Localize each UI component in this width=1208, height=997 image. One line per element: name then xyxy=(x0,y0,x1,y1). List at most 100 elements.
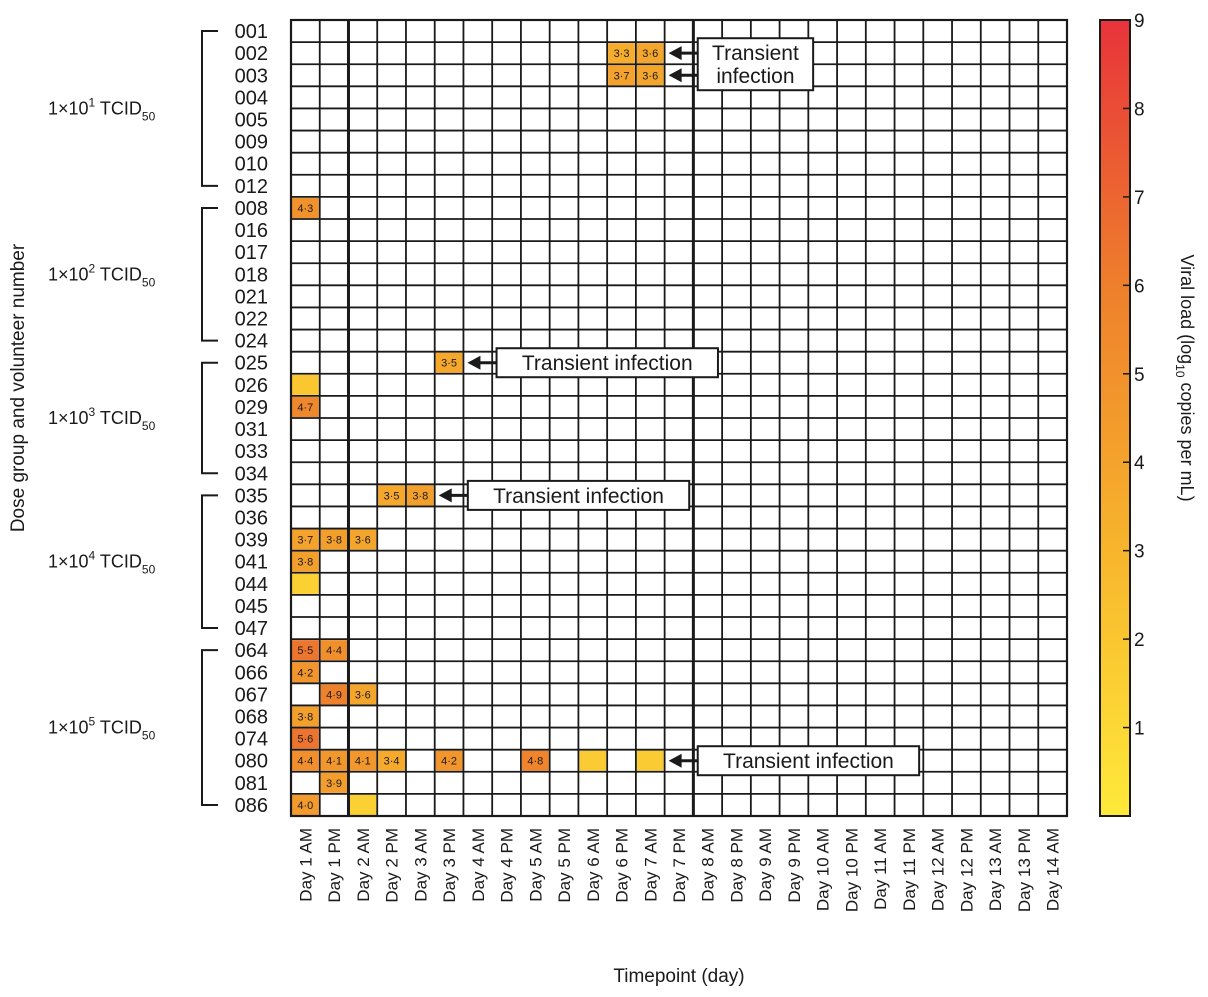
cell-value-label: 4·9 xyxy=(326,689,342,701)
timepoint-label: Day 13 PM xyxy=(1015,828,1034,912)
volunteer-label: 018 xyxy=(235,264,268,286)
annotation-text: Transient infection xyxy=(493,485,664,508)
cell-value-label: 3·7 xyxy=(614,70,630,82)
dose-group-label: 1×102 TCID50 xyxy=(48,261,156,289)
group-bracket xyxy=(201,494,218,630)
cell-value-label: 5·6 xyxy=(297,734,313,746)
colorbar-tick-label: 1 xyxy=(1134,719,1145,740)
annotation-text: Transient infection xyxy=(723,750,894,773)
volunteer-label: 002 xyxy=(235,43,268,65)
group-bracket xyxy=(201,30,218,187)
heat-cell xyxy=(292,529,319,550)
annotation-arrow-head xyxy=(668,753,682,768)
annotation-box xyxy=(696,745,921,777)
colorbar xyxy=(1099,19,1131,817)
cell-value-label: 3·5 xyxy=(384,490,400,502)
heat-cell xyxy=(320,640,348,661)
volunteer-label: 081 xyxy=(235,773,268,795)
timepoint-label: Day 9 PM xyxy=(785,828,804,903)
timepoint-label: Day 4 AM xyxy=(469,828,488,902)
dose-groups: 1×101 TCID50 1×102 TCID50 1×103 TCID50 1×10… xyxy=(48,30,218,806)
timepoint-label: Day 6 PM xyxy=(613,828,632,903)
colorbar-tick-label: 8 xyxy=(1134,99,1145,120)
volunteer-label: 036 xyxy=(235,508,268,530)
heat-cell xyxy=(636,43,664,64)
volunteer-label: 044 xyxy=(235,574,268,596)
volunteer-label: 016 xyxy=(235,220,268,242)
heat-cell xyxy=(349,794,377,815)
cell-value-label: 3·7 xyxy=(297,535,313,547)
timepoint-label: Day 4 PM xyxy=(498,828,517,903)
timepoint-label: Day 8 PM xyxy=(727,828,746,903)
cell-value-label: 4·1 xyxy=(355,756,371,768)
timepoint-label: Day 12 PM xyxy=(957,828,976,912)
volunteer-label: 021 xyxy=(235,286,268,308)
annotation-text: Transient infection xyxy=(522,352,693,375)
volunteer-label: 045 xyxy=(235,596,268,618)
cell-value-label: 3·9 xyxy=(326,778,342,790)
group-bracket xyxy=(201,361,218,475)
cell-value-label: 3·8 xyxy=(412,490,428,502)
heat-cell xyxy=(320,750,348,771)
heat-cell xyxy=(349,529,377,550)
cell-value-label: 4·4 xyxy=(326,645,342,657)
heat-cell xyxy=(292,573,319,594)
volunteer-label: 026 xyxy=(235,375,268,397)
volunteer-label: 086 xyxy=(235,795,268,817)
heat-cell xyxy=(636,750,664,771)
volunteer-label: 008 xyxy=(235,198,268,220)
heat-cell xyxy=(292,662,319,683)
volunteer-label: 034 xyxy=(235,463,268,485)
annotation-box xyxy=(696,37,815,92)
y-axis-title: Dose group and volunteer number xyxy=(8,243,29,532)
timepoint-label: Day 1 AM xyxy=(296,828,315,902)
cell-value-label: 3·8 xyxy=(297,712,313,724)
heat-cell xyxy=(579,750,607,771)
heat-cell xyxy=(435,352,463,373)
colorbar-ticks: 1 2 3 4 5 6 7 8 9 xyxy=(1123,11,1145,740)
annotation-arrow-head xyxy=(438,488,452,503)
heat-cell xyxy=(349,684,377,705)
volunteer-label: 064 xyxy=(235,640,268,662)
cell-value-label: 3·4 xyxy=(384,756,400,768)
heat-cell xyxy=(378,750,405,771)
volunteer-label: 039 xyxy=(235,530,268,552)
volunteer-label: 025 xyxy=(235,353,268,375)
cell-value-label: 4·1 xyxy=(326,756,342,768)
colorbar-tick-label: 3 xyxy=(1134,542,1145,563)
volunteer-label: 029 xyxy=(235,397,268,419)
timepoint-label: Day 5 PM xyxy=(555,828,574,903)
annotation-text: infection xyxy=(716,65,794,88)
timepoint-label: Day 3 AM xyxy=(411,828,430,902)
data-cells: 3·3 3·6 3·7 3·6 4·3 3·5 4·7 3·5 3·8 3·7 3·8 3·6 3·8 5… xyxy=(292,43,664,815)
cell-value-label: 3·8 xyxy=(297,557,313,569)
volunteer-label: 047 xyxy=(235,618,268,640)
volunteer-label: 003 xyxy=(235,65,268,87)
volunteer-label: 035 xyxy=(235,485,268,507)
heat-cell xyxy=(292,551,319,572)
column-labels: Day 1 AM Day 1 PM Day 2 AM Day 2 PM Day 3 AM… xyxy=(296,828,1062,912)
volunteer-label: 033 xyxy=(235,441,268,463)
volunteer-label: 001 xyxy=(235,21,268,43)
timepoint-label: Day 8 AM xyxy=(699,828,718,902)
dose-group-label: 1×103 TCID50 xyxy=(48,405,156,433)
heat-cell xyxy=(521,750,549,771)
timepoint-label: Day 1 PM xyxy=(325,828,344,903)
volunteer-label: 031 xyxy=(235,419,268,441)
volunteer-label: 004 xyxy=(235,87,268,109)
heat-cell xyxy=(292,197,319,218)
cell-value-label: 3·3 xyxy=(614,48,630,60)
heat-cell xyxy=(320,529,348,550)
timepoint-label: Day 11 PM xyxy=(900,828,919,911)
cell-value-label: 4·2 xyxy=(441,756,457,768)
cell-value-label: 4·2 xyxy=(297,667,313,679)
annotation-box xyxy=(466,479,691,511)
heat-cell xyxy=(320,772,348,793)
timepoint-label: Day 10 PM xyxy=(842,828,861,912)
cell-value-label: 3·6 xyxy=(642,48,658,60)
annotation-text: Transient xyxy=(712,42,799,65)
timepoint-label: Day 7 AM xyxy=(641,828,660,902)
volunteer-label: 066 xyxy=(235,662,268,684)
